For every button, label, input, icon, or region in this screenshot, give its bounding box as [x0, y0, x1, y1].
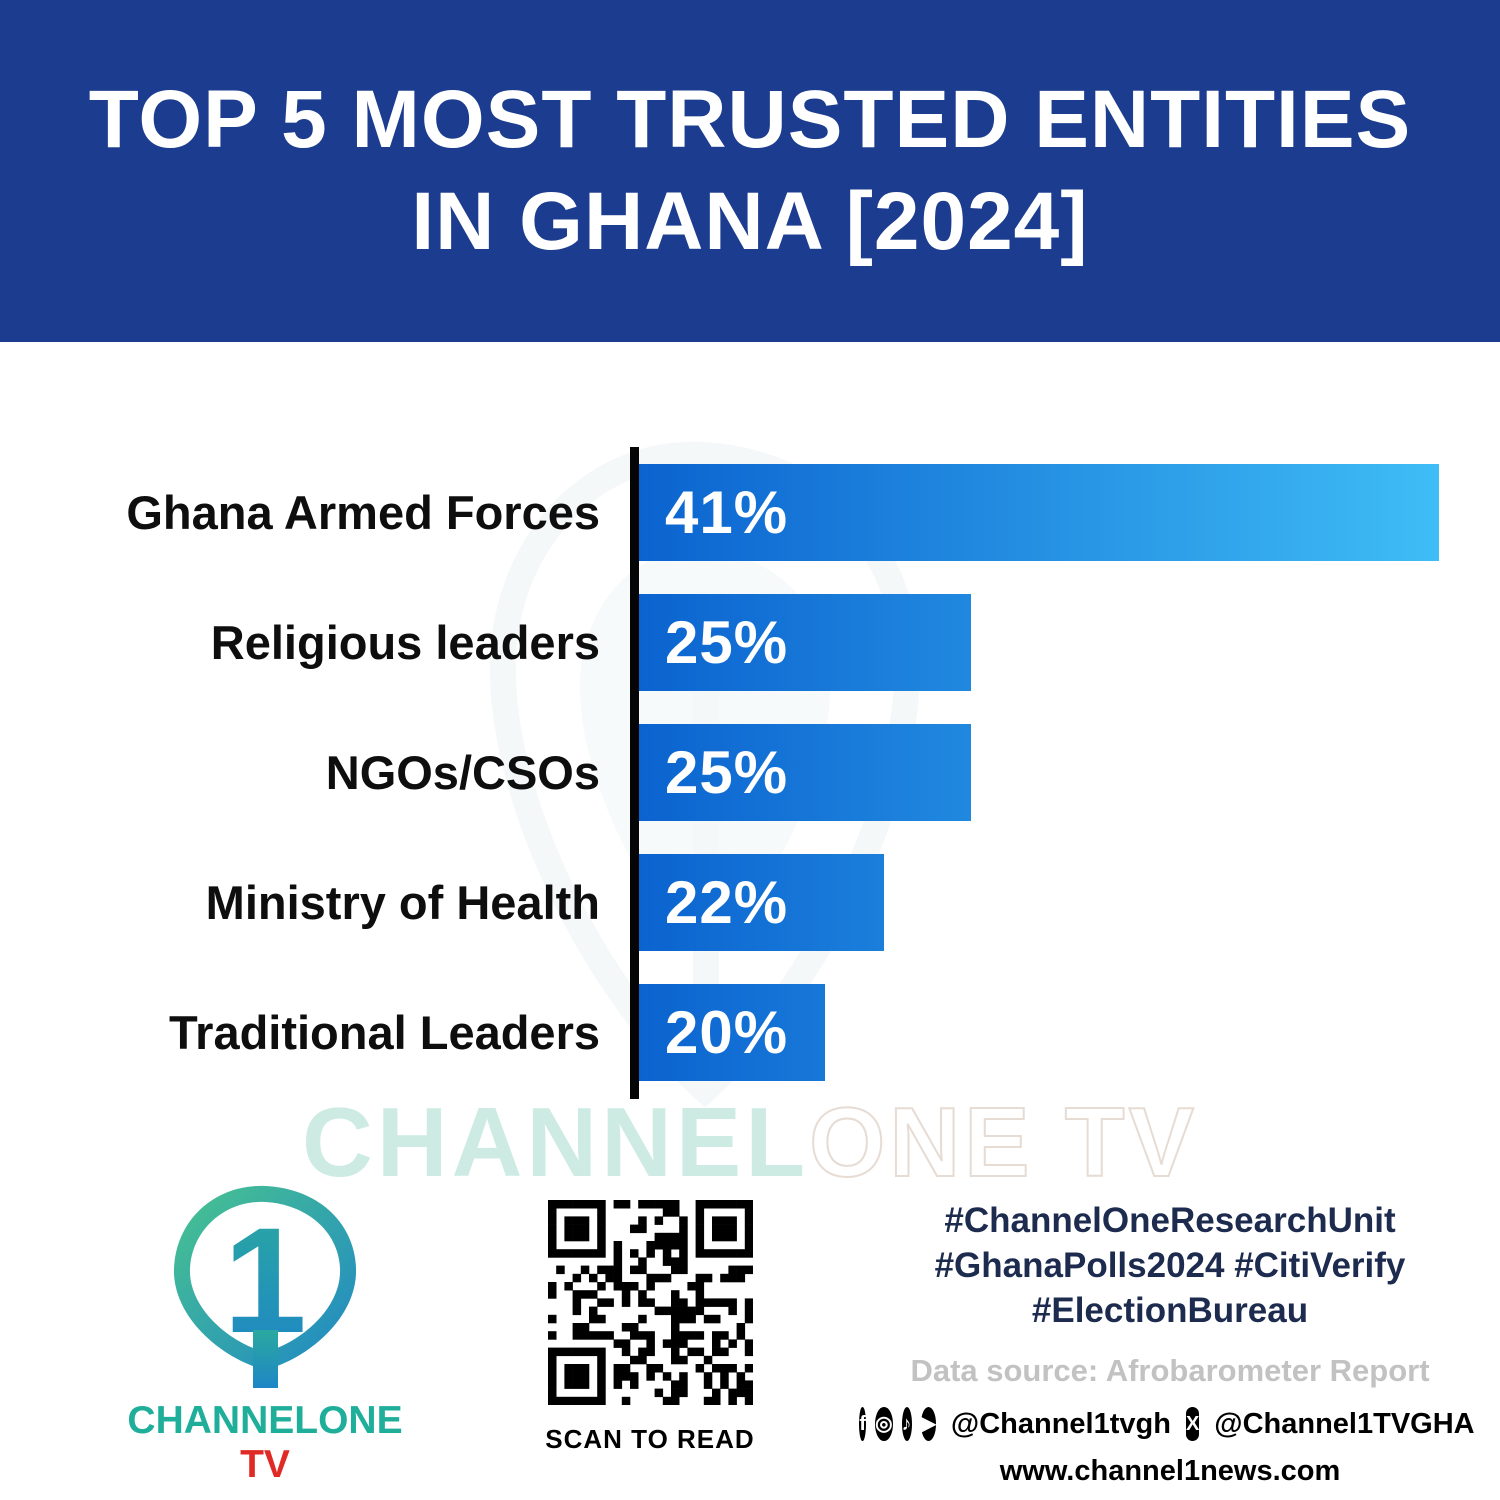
bar-value-label: 25%	[665, 608, 789, 676]
bar-chart: Ghana Armed Forces 41% Religious leaders 25…	[0, 447, 1500, 1097]
website-url: www.channel1news.com	[999, 1455, 1341, 1487]
bar-label: Religious leaders	[210, 615, 600, 669]
hashtag-line-3: #ElectionBureau	[1031, 1291, 1309, 1330]
tiktok-icon: ♪	[901, 1407, 912, 1441]
qr-code-block: SCAN TO READ	[540, 1200, 760, 1455]
chart-row: NGOs/CSOs 25%	[0, 707, 1500, 837]
bar: 20%	[639, 983, 825, 1081]
chart-row: Ministry of Health 22%	[0, 837, 1500, 967]
brand-tv-text: TV	[240, 1443, 290, 1486]
bar-label: Ghana Armed Forces	[126, 485, 600, 539]
qr-caption: SCAN TO READ	[545, 1424, 755, 1454]
bar-label: Traditional Leaders	[169, 1005, 600, 1059]
channel-one-logo: 1 CHANNELONE TV	[120, 1180, 410, 1487]
page-title-line-1: TOP 5 MOST TRUSTED ENTITIES	[88, 74, 1412, 165]
qr-code	[547, 1200, 753, 1406]
brand-name-text: CHANNELONE	[127, 1399, 403, 1442]
social-handle-1: @Channel1tvgh	[950, 1407, 1171, 1440]
bar-value-label: 25%	[665, 738, 789, 806]
chart-row: Ghana Armed Forces 41%	[0, 447, 1500, 577]
bar-label: NGOs/CSOs	[325, 745, 600, 799]
channel-one-wordmark: CHANNELONE TV	[120, 1399, 410, 1487]
bar-label: Ministry of Health	[205, 875, 600, 929]
bar: 25%	[639, 723, 971, 821]
channel-one-logo-icon: 1	[173, 1185, 357, 1388]
social-row: f ◎ ♪ ▶ @Channel1tvgh X @Channel1TVGHA	[859, 1407, 1475, 1441]
chart-axis-line	[630, 447, 639, 1099]
footer-info-block: #ChannelOneResearchUnit #GhanaPolls2024 …	[859, 1198, 1475, 1488]
hashtag-line-2: #GhanaPolls2024 #CitiVerify	[934, 1246, 1406, 1285]
youtube-icon: ▶	[920, 1407, 936, 1441]
header-banner: TOP 5 MOST TRUSTED ENTITIES IN GHANA [20…	[0, 0, 1500, 342]
facebook-icon: f	[859, 1407, 867, 1441]
instagram-icon: ◎	[875, 1407, 893, 1441]
x-icon: X	[1185, 1407, 1200, 1441]
bar: 25%	[639, 593, 971, 691]
chart-row: Traditional Leaders 20%	[0, 967, 1500, 1097]
hashtag-line-1: #ChannelOneResearchUnit	[944, 1201, 1396, 1240]
bar: 41%	[639, 463, 1439, 561]
bar-value-label: 20%	[665, 998, 789, 1066]
watermark-outline-text: ONE TV	[808, 1086, 1198, 1198]
data-source-text: Data source: Afrobarometer Report	[910, 1353, 1430, 1388]
bar-value-label: 41%	[665, 478, 789, 546]
bar: 22%	[639, 853, 884, 951]
page-title-line-2: IN GHANA [2024]	[411, 176, 1089, 267]
bar-value-label: 22%	[665, 868, 789, 936]
chart-row: Religious leaders 25%	[0, 577, 1500, 707]
social-handle-2: @Channel1TVGHA	[1214, 1407, 1475, 1440]
